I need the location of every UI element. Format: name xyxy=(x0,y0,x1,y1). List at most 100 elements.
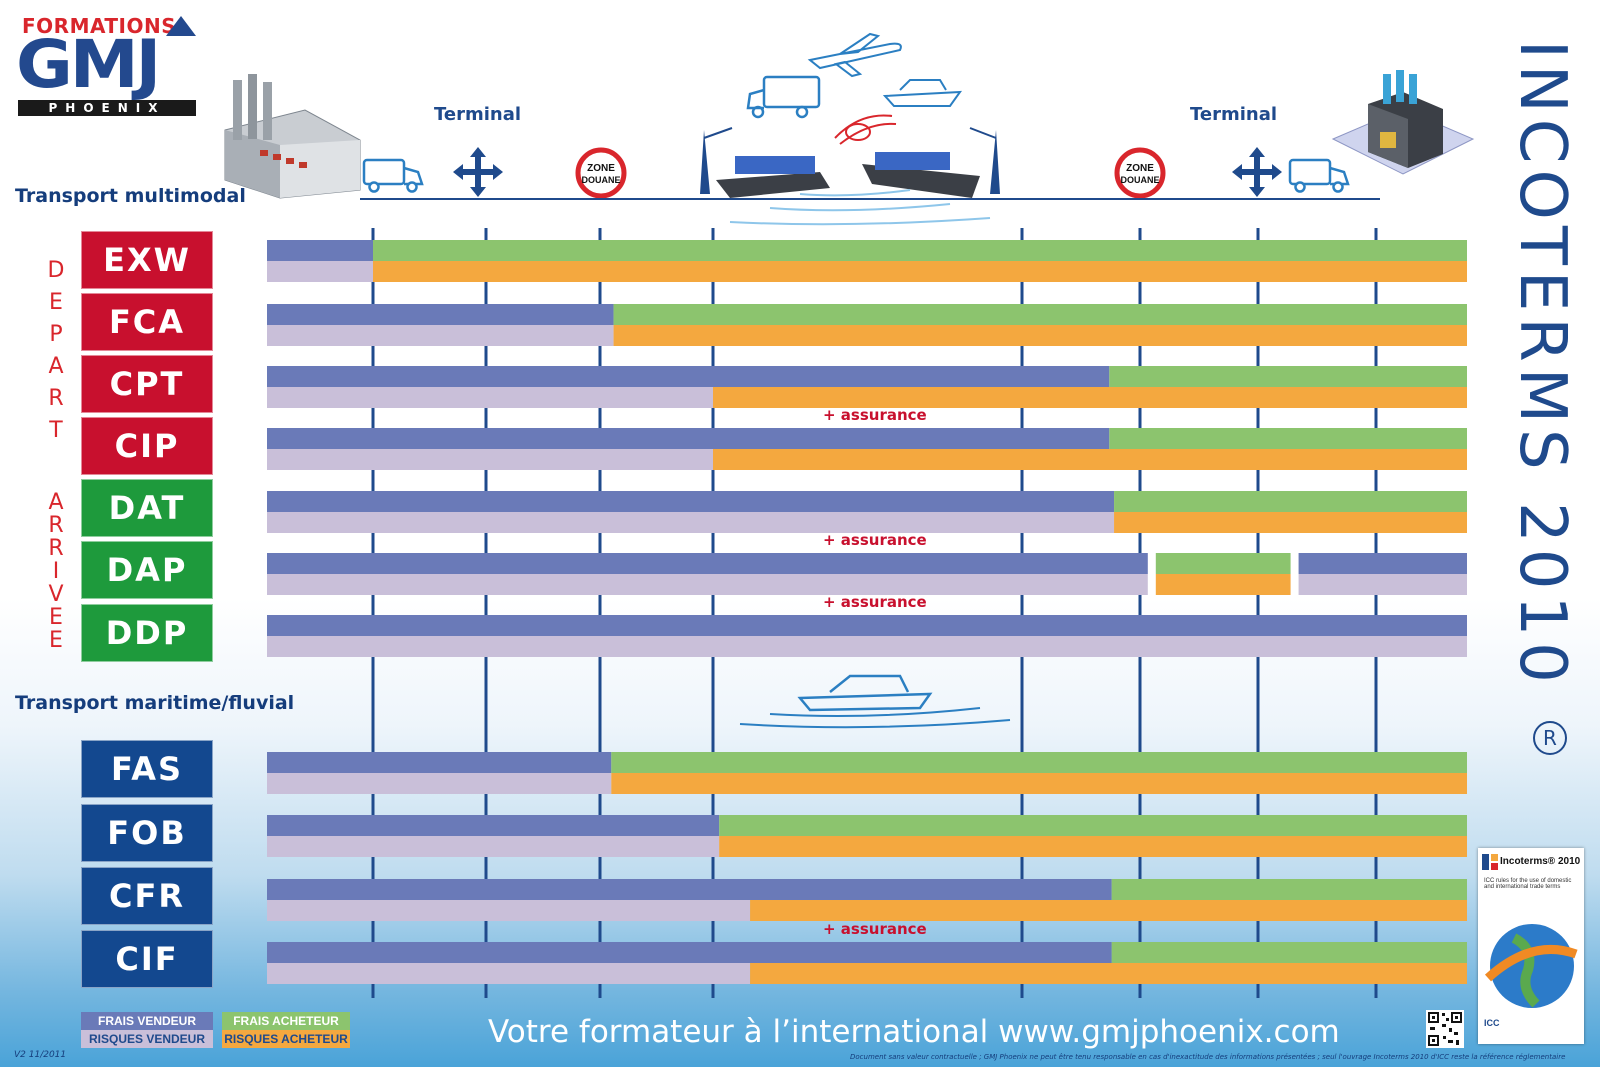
cip-frais-vendeur-bar xyxy=(267,428,1110,449)
fas-risques-vendeur-bar xyxy=(267,773,612,794)
group-letter: T xyxy=(49,418,63,443)
svg-text:R: R xyxy=(1543,726,1557,750)
book-title: Incoterms® 2010 xyxy=(1500,856,1581,867)
crossroads-left-icon xyxy=(453,147,503,197)
port-ships-icon xyxy=(700,127,1000,226)
cpt-risques-vendeur-bar xyxy=(267,387,713,408)
term-box-dap: DAP xyxy=(81,541,213,599)
dat-frais-acheteur-bar xyxy=(1114,491,1467,512)
brand-phoenix: PHOENIX xyxy=(18,100,196,116)
customs-douane-left-text: DOUANE xyxy=(581,175,620,185)
fas-frais-vendeur-bar xyxy=(267,752,612,773)
crossroads-right-icon xyxy=(1232,147,1282,197)
group-letter: R xyxy=(48,386,64,411)
customs-zone-left-text: ZONE xyxy=(587,163,615,174)
legend-frais-vendeur-label: FRAIS VENDEUR xyxy=(97,1014,196,1028)
registered-mark: R xyxy=(1533,721,1567,755)
group-letter: A xyxy=(48,490,64,515)
globe-icon xyxy=(1484,924,1578,1008)
term-box-cfr: CFR xyxy=(81,867,213,925)
footer-tagline: Votre formateur à l’international www.gm… xyxy=(488,1014,1340,1050)
cfr-frais-vendeur-bar xyxy=(267,879,1112,900)
cpt-risques-acheteur-bar xyxy=(713,387,1467,408)
footer-version: V2 11/2011 xyxy=(14,1050,67,1060)
dat-frais-vendeur-bar xyxy=(267,491,1115,512)
assurance-note-cif: + assurance xyxy=(823,920,927,938)
dap-frais-vendeur-bar xyxy=(267,553,1148,574)
fca-risques-vendeur-bar xyxy=(267,325,614,346)
brand-gmj: GMJ xyxy=(16,26,161,103)
term-box-cif: CIF xyxy=(81,930,213,988)
cruise-ship-top-icon xyxy=(882,79,963,107)
cip-frais-acheteur-bar xyxy=(1109,428,1467,449)
term-box-fas: FAS xyxy=(81,740,213,798)
ddp-frais-vendeur-bar xyxy=(267,615,1467,636)
customs-zone-left-icon: ZONE DOUANE xyxy=(575,147,627,199)
cip-risques-acheteur-bar xyxy=(713,449,1467,470)
cfr-frais-acheteur-bar xyxy=(1111,879,1467,900)
group-letter: A xyxy=(48,354,64,379)
section-title-maritime: Transport maritime/fluvial xyxy=(15,692,295,714)
truck-left-icon xyxy=(362,158,424,193)
exw-risques-acheteur-bar xyxy=(373,261,1467,282)
customs-zone-right-text: ZONE xyxy=(1126,163,1154,174)
ddp-risques-vendeur-bar xyxy=(267,636,1467,657)
fob-frais-vendeur-bar xyxy=(267,815,720,836)
dat-risques-vendeur-bar xyxy=(267,512,1115,533)
brand-formations: FORMATIONS xyxy=(22,14,177,38)
legend-frais-acheteur: FRAIS ACHETEUR xyxy=(222,1012,350,1030)
legend-risques-acheteur: RISQUES ACHETEUR xyxy=(222,1030,350,1048)
assurance-note-cip: + assurance xyxy=(823,406,927,424)
group-letter: E xyxy=(49,605,63,630)
dap-frais-acheteur-bar xyxy=(1155,553,1291,574)
legend-risques-vendeur-label: RISQUES VENDEUR xyxy=(88,1032,206,1046)
cpt-frais-vendeur-bar xyxy=(267,366,1110,387)
cfr-risques-acheteur-bar xyxy=(750,900,1467,921)
cif-risques-vendeur-bar xyxy=(267,963,751,984)
group-letter: R xyxy=(48,536,64,561)
train-icon xyxy=(834,114,897,145)
term-box-fca: FCA xyxy=(81,293,213,351)
term-box-dat: DAT xyxy=(81,479,213,537)
book-subtitle: ICC rules for the use of domestic and in… xyxy=(1484,878,1572,890)
exw-frais-vendeur-bar xyxy=(267,240,373,261)
truck-top-icon xyxy=(746,75,821,119)
legend-frais-vendeur: FRAIS VENDEUR xyxy=(81,1012,213,1030)
fob-risques-vendeur-bar xyxy=(267,836,720,857)
term-box-exw: EXW xyxy=(81,231,213,289)
legend-risques-vendeur: RISQUES VENDEUR xyxy=(81,1030,213,1048)
airplane-icon xyxy=(807,32,902,78)
dat-risques-acheteur-bar xyxy=(1114,512,1467,533)
dap-risques-vendeur-bar-2 xyxy=(1298,574,1467,595)
exw-frais-acheteur-bar xyxy=(373,240,1467,261)
group-letter: I xyxy=(52,559,60,584)
fca-frais-acheteur-bar xyxy=(613,304,1467,325)
terminal-left-label: Terminal xyxy=(434,104,522,125)
cip-risques-vendeur-bar xyxy=(267,449,713,470)
qr-code-icon[interactable] xyxy=(1426,1010,1464,1048)
fob-risques-acheteur-bar xyxy=(719,836,1467,857)
fca-frais-vendeur-bar xyxy=(267,304,614,325)
group-letter: R xyxy=(48,513,64,538)
group-letter: E xyxy=(49,290,63,315)
legend-frais-acheteur-label: FRAIS ACHETEUR xyxy=(233,1014,339,1028)
logo-triangle-icon xyxy=(166,16,196,36)
incoterms-book: Incoterms® 2010 ICC rules for the use of… xyxy=(1478,848,1584,1044)
truck-right-icon xyxy=(1288,158,1350,193)
vertical-title: INCOTERMS 2010 xyxy=(1502,40,1582,750)
term-box-ddp: DDP xyxy=(81,604,213,662)
dap-risques-acheteur-bar xyxy=(1155,574,1291,595)
term-box-fob: FOB xyxy=(81,804,213,862)
cpt-frais-acheteur-bar xyxy=(1109,366,1467,387)
assurance-note-dap: + assurance xyxy=(823,531,927,549)
section-title-multimodal: Transport multimodal xyxy=(15,185,246,207)
group-letter: D xyxy=(47,258,65,283)
book-publisher: ICC xyxy=(1484,1018,1500,1028)
group-letter: P xyxy=(49,322,63,347)
exw-risques-vendeur-bar xyxy=(267,261,373,282)
group-letter: E xyxy=(49,628,63,653)
fca-risques-acheteur-bar xyxy=(613,325,1467,346)
terminal-right-label: Terminal xyxy=(1190,104,1278,125)
